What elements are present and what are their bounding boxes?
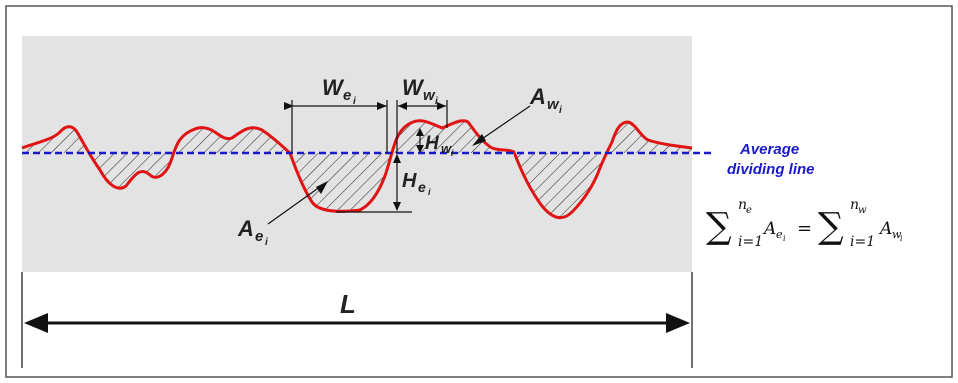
l-arrow-right: [666, 313, 690, 333]
svg-text:A: A: [237, 216, 254, 241]
svg-text:i: i: [559, 105, 562, 116]
label-ww: W w i: [402, 75, 438, 107]
term-left: A: [762, 219, 776, 239]
svg-text:i: i: [435, 96, 438, 107]
label-we: W e i: [322, 75, 356, 107]
svg-text:i: i: [353, 96, 356, 107]
svg-text:e: e: [255, 228, 263, 245]
aw-leader-line: [475, 105, 531, 144]
svg-text:e: e: [343, 87, 351, 104]
svg-text:w: w: [441, 141, 452, 156]
label-he: H e i: [402, 170, 431, 197]
he-arrow-bottom: [393, 202, 401, 211]
term-right-subsub: i: [900, 234, 903, 243]
equals-sign: =: [797, 218, 812, 239]
svg-text:i: i: [265, 237, 268, 248]
term-right: A: [878, 219, 892, 239]
sum-upper-left-sub: e: [746, 205, 752, 216]
average-line-label-1: Average: [739, 141, 799, 158]
he-arrow-top: [393, 154, 401, 163]
svg-text:e: e: [418, 179, 426, 195]
average-line-label-2: dividing line: [727, 161, 815, 178]
term-left-subsub: i: [783, 234, 786, 243]
term-left-sub: e: [776, 228, 783, 241]
sum-upper-left: n: [738, 197, 747, 213]
sum-upper-right-sub: w: [858, 205, 867, 216]
surface-profile-line: [21, 119, 693, 220]
sum-symbol-left: ∑: [706, 206, 732, 247]
svg-text:i: i: [428, 187, 431, 197]
svg-text:W: W: [322, 75, 345, 100]
sum-lower-right: i=1: [850, 234, 875, 250]
hw-arrow-top: [416, 128, 424, 136]
svg-text:H: H: [402, 170, 417, 192]
sum-upper-right: n: [850, 197, 859, 213]
label-l: L: [340, 289, 356, 319]
l-arrow-left: [24, 313, 48, 333]
area-balance-equation: ∑ n e i=1 A e i = ∑ n w i=1 A w i: [706, 197, 903, 250]
ae-leader-arrow: [316, 181, 328, 194]
svg-text:W: W: [402, 75, 425, 100]
label-ae: A e i: [237, 216, 268, 248]
svg-text:i: i: [451, 148, 454, 158]
svg-text:H: H: [425, 133, 440, 154]
svg-text:A: A: [529, 84, 546, 109]
term-right-sub: w: [892, 228, 902, 241]
aw-leader-arrow: [472, 134, 486, 146]
sum-lower-left: i=1: [738, 234, 763, 250]
label-hw: H w i: [425, 133, 454, 158]
svg-text:w: w: [547, 96, 560, 113]
ww-arrow-left: [398, 102, 407, 110]
label-aw: A w i: [529, 84, 562, 116]
ae-leader-line: [267, 183, 325, 225]
hatched-area-above: [22, 120, 692, 153]
sum-symbol-right: ∑: [818, 206, 844, 247]
svg-text:w: w: [423, 87, 436, 104]
hatched-area-below: [22, 153, 692, 218]
ww-arrow-right: [437, 102, 446, 110]
hw-arrow-bottom: [416, 145, 424, 153]
